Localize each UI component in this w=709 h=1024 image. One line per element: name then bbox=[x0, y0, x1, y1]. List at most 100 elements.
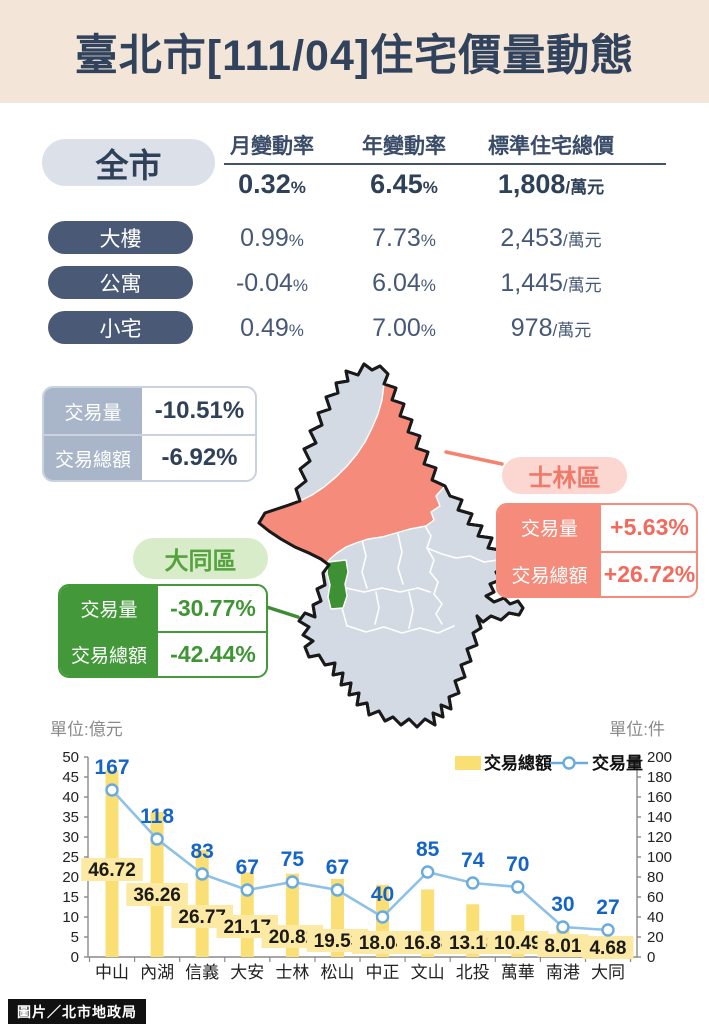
citywide-yearly-value: 6.45% bbox=[370, 169, 438, 199]
column-header-monthly: 月變動率 bbox=[230, 135, 314, 158]
svg-text:北投: 北投 bbox=[456, 963, 490, 982]
smallhome-yearly-value: 7.00% bbox=[372, 314, 436, 342]
shilin-name-pill: 士林區 bbox=[502, 457, 627, 494]
datong-volume-row: 交易量 -30.77% bbox=[60, 586, 266, 631]
volume-value: -30.77% bbox=[170, 595, 256, 621]
datong-amount-row: 交易總額 -42.44% bbox=[60, 631, 266, 676]
svg-text:120: 120 bbox=[647, 829, 672, 846]
citywide-transaction-box: 交易量 -10.51% 交易總額 -6.92% bbox=[42, 386, 257, 482]
svg-text:35: 35 bbox=[62, 809, 79, 826]
amount-value: -42.44% bbox=[170, 641, 256, 667]
svg-text:140: 140 bbox=[647, 809, 672, 826]
svg-text:中山: 中山 bbox=[95, 963, 129, 982]
taipei-district-map bbox=[257, 362, 525, 729]
citywide-volume-row: 交易量 -10.51% bbox=[44, 388, 255, 434]
apartment-monthly-value: -0.04% bbox=[235, 269, 309, 297]
building-price-value: 2,453/萬元 bbox=[500, 224, 602, 252]
scope-pill-citywide: 全市 bbox=[42, 139, 215, 186]
volume-label: 交易量 bbox=[60, 586, 160, 631]
svg-text:萬華: 萬華 bbox=[501, 963, 535, 982]
category-labels: 中山 內湖 信義 大安 士林 松山 中正 文山 北投 萬華 南港 大同 bbox=[95, 963, 625, 982]
svg-text:167: 167 bbox=[94, 756, 129, 779]
smallhome-monthly-value: 0.49% bbox=[240, 314, 304, 342]
svg-text:4.68: 4.68 bbox=[589, 938, 626, 959]
image-credit-badge: 圖片／北市地政局 bbox=[8, 999, 146, 1024]
unit-left-label: 單位:億元 bbox=[50, 720, 123, 739]
row-pill-building: 大樓 bbox=[48, 221, 193, 254]
svg-text:118: 118 bbox=[140, 805, 174, 828]
city-outline-stroke bbox=[257, 362, 525, 729]
amount-bars bbox=[105, 770, 615, 957]
citywide-amount-row: 交易總額 -6.92% bbox=[44, 434, 255, 480]
volume-line: 167 118 83 67 75 67 40 85 74 70 30 27 bbox=[94, 756, 620, 937]
page-title: 臺北市[111/04]住宅價量動態 bbox=[74, 31, 635, 80]
svg-text:交易總額: 交易總額 bbox=[484, 753, 552, 773]
apartment-price-value: 1,445/萬元 bbox=[500, 269, 602, 297]
svg-text:30: 30 bbox=[62, 829, 79, 846]
shilin-transaction-box: 交易量 +5.63% 交易總額 +26.72% bbox=[496, 503, 698, 598]
svg-text:20: 20 bbox=[647, 929, 664, 946]
svg-text:50: 50 bbox=[62, 749, 79, 766]
building-monthly-value: 0.99% bbox=[240, 224, 304, 252]
amount-value: -6.92% bbox=[161, 444, 238, 471]
amount-label: 交易總額 bbox=[60, 633, 160, 676]
building-yearly-value: 7.73% bbox=[372, 224, 436, 252]
bar-value-labels: 46.72 36.2626.7721.1720.8219.5318.0416.88… bbox=[81, 858, 634, 959]
volume-value: -10.51% bbox=[154, 397, 245, 424]
svg-text:40: 40 bbox=[371, 883, 394, 906]
column-header-price: 標準住宅總價 bbox=[488, 135, 614, 158]
svg-text:67: 67 bbox=[236, 856, 259, 879]
svg-text:75: 75 bbox=[281, 848, 305, 871]
datong-district-shape bbox=[326, 559, 349, 610]
amount-label: 交易總額 bbox=[498, 552, 603, 596]
column-header-yearly: 年變動率 bbox=[362, 135, 446, 158]
svg-text:60: 60 bbox=[647, 889, 664, 906]
svg-text:20.82: 20.82 bbox=[269, 927, 317, 948]
svg-text:13.18: 13.18 bbox=[449, 933, 497, 954]
svg-text:67: 67 bbox=[326, 856, 349, 879]
svg-text:36.26: 36.26 bbox=[133, 885, 181, 906]
svg-text:大安: 大安 bbox=[230, 963, 264, 982]
svg-text:8.01: 8.01 bbox=[544, 936, 581, 957]
svg-text:內湖: 內湖 bbox=[140, 963, 174, 982]
svg-text:松山: 松山 bbox=[320, 963, 354, 982]
svg-text:26.77: 26.77 bbox=[178, 907, 226, 928]
svg-text:中正: 中正 bbox=[366, 963, 400, 982]
citywide-monthly-value: 0.32% bbox=[238, 169, 306, 199]
svg-text:30: 30 bbox=[551, 893, 574, 916]
svg-text:19.53: 19.53 bbox=[314, 931, 362, 952]
svg-text:交易量: 交易量 bbox=[592, 753, 643, 773]
svg-text:100: 100 bbox=[647, 849, 672, 866]
apartment-yearly-value: 6.04% bbox=[372, 269, 436, 297]
unit-right-label: 單位:件 bbox=[609, 720, 665, 739]
svg-text:25: 25 bbox=[62, 849, 79, 866]
volume-value: +5.63% bbox=[610, 514, 689, 541]
svg-text:16.88: 16.88 bbox=[404, 933, 452, 954]
header-underline bbox=[224, 163, 666, 165]
svg-text:40: 40 bbox=[647, 909, 664, 926]
svg-text:文山: 文山 bbox=[411, 963, 445, 982]
svg-text:士林: 士林 bbox=[275, 963, 309, 982]
svg-text:20: 20 bbox=[62, 869, 79, 886]
header-band: 臺北市[111/04]住宅價量動態 bbox=[0, 0, 709, 103]
row-pill-smallhome: 小宅 bbox=[48, 311, 193, 344]
svg-text:180: 180 bbox=[647, 769, 672, 786]
svg-text:85: 85 bbox=[416, 838, 440, 861]
volume-label: 交易量 bbox=[498, 505, 603, 551]
chart-legend: 交易總額 交易量 bbox=[455, 753, 643, 773]
svg-text:15: 15 bbox=[62, 889, 79, 906]
citywide-price-value: 1,808/萬元 bbox=[497, 169, 605, 199]
row-pill-apartment: 公寓 bbox=[48, 266, 193, 299]
svg-text:0: 0 bbox=[71, 949, 79, 966]
shilin-amount-row: 交易總額 +26.72% bbox=[498, 550, 696, 596]
svg-text:10: 10 bbox=[62, 909, 79, 926]
svg-text:南港: 南港 bbox=[546, 963, 580, 982]
svg-text:45: 45 bbox=[62, 769, 79, 786]
shilin-volume-row: 交易量 +5.63% bbox=[498, 505, 696, 551]
svg-text:21.17: 21.17 bbox=[223, 917, 271, 938]
datong-transaction-box: 交易量 -30.77% 交易總額 -42.44% bbox=[58, 584, 268, 678]
svg-text:200: 200 bbox=[647, 749, 672, 766]
svg-text:5: 5 bbox=[71, 929, 79, 946]
smallhome-price-value: 978/萬元 bbox=[510, 314, 592, 342]
